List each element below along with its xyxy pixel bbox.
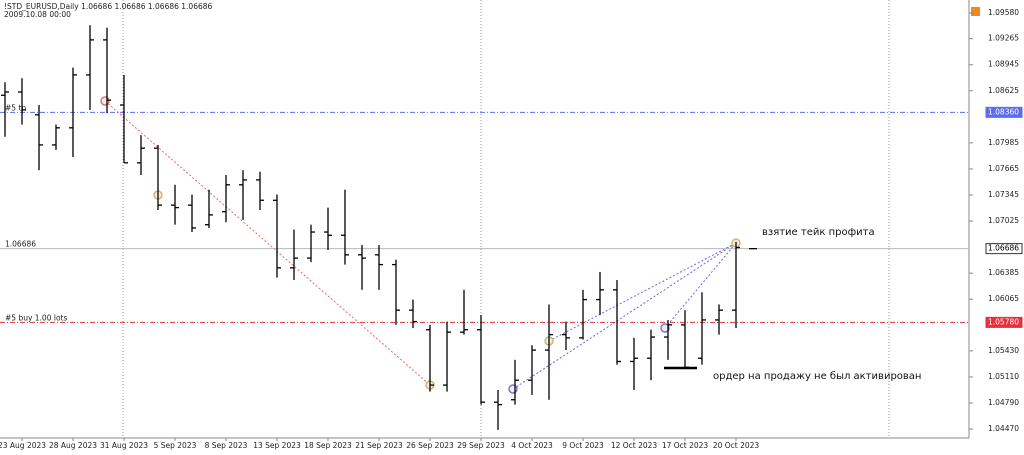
y-tick-label: 1.07345: [988, 190, 1019, 199]
y-tick-label: 1.04790: [988, 398, 1019, 407]
y-tick-label: 1.05430: [988, 346, 1019, 355]
x-tick-label: 20 Oct 2023: [713, 441, 760, 450]
level-label-box: [985, 106, 1023, 118]
annotation: ордер на продажу не был активирован: [713, 371, 921, 382]
trade-line: [512, 242, 737, 390]
level-label: 1.06686: [988, 244, 1019, 253]
y-tick-label: 1.08625: [988, 86, 1019, 95]
chart-subtitle: 2009.10.08 00:00: [4, 10, 71, 19]
level-text: 1.06686: [5, 240, 36, 249]
y-tick-label: 1.07985: [988, 138, 1019, 147]
level-label: 1.08360: [988, 107, 1019, 116]
y-tick-label: 1.09265: [988, 34, 1019, 43]
level-text: #5 buy 1.00 lots: [5, 313, 67, 322]
annotation: взятие тейк профита: [762, 227, 875, 238]
x-tick-label: 5 Sep 2023: [154, 441, 197, 450]
x-tick-label: 17 Oct 2023: [662, 441, 709, 450]
y-tick-label: 1.04470: [988, 424, 1019, 433]
y-tick-label: 1.05110: [988, 372, 1019, 381]
level-text: #5 tp: [5, 103, 26, 112]
trade-line: [548, 242, 737, 342]
x-tick-label: 21 Sep 2023: [355, 441, 403, 450]
x-tick-label: 12 Oct 2023: [611, 441, 658, 450]
y-tick-label: 1.06385: [988, 268, 1019, 277]
y-tick-label: 1.06065: [988, 294, 1019, 303]
x-tick-label: 31 Aug 2023: [100, 441, 148, 450]
x-tick-label: 18 Sep 2023: [304, 441, 352, 450]
level-label-box: [985, 316, 1023, 328]
expand-button[interactable]: [971, 7, 980, 16]
x-tick-label: 4 Oct 2023: [511, 441, 553, 450]
trade-marker: [508, 384, 518, 394]
level-label: 1.05780: [988, 317, 1019, 326]
x-tick-label: 29 Sep 2023: [457, 441, 505, 450]
y-tick-label: 1.07665: [988, 164, 1019, 173]
chart-title: !STD_EURUSD,Daily 1.06686 1.06686 1.0668…: [4, 2, 213, 11]
level-label-box: [985, 243, 1023, 255]
y-tick-label: 1.09580: [988, 8, 1019, 17]
x-tick-label: 8 Sep 2023: [205, 441, 248, 450]
x-tick-label: 26 Sep 2023: [406, 441, 454, 450]
y-tick-label: 1.07025: [988, 216, 1019, 225]
y-tick-label: 1.08945: [988, 60, 1019, 69]
x-tick-label: 28 Aug 2023: [49, 441, 97, 450]
x-tick-label: 23 Aug 2023: [0, 441, 46, 450]
x-tick-label: 9 Oct 2023: [562, 441, 604, 450]
trade-marker: [100, 96, 110, 106]
x-tick-label: 13 Sep 2023: [253, 441, 301, 450]
trade-line: [664, 242, 737, 329]
trade-marker: [660, 323, 670, 333]
